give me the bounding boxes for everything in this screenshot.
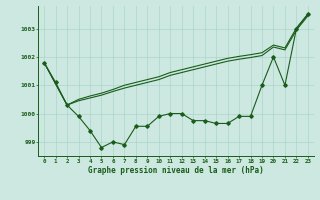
X-axis label: Graphe pression niveau de la mer (hPa): Graphe pression niveau de la mer (hPa)	[88, 166, 264, 175]
